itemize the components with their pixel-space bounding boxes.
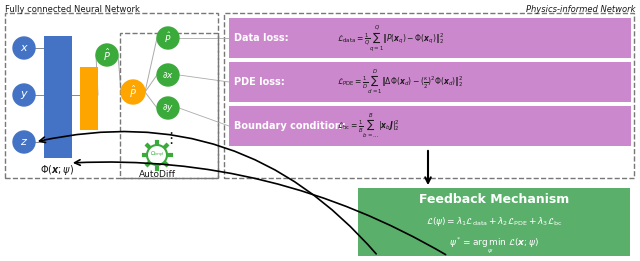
Bar — [358, 188, 630, 256]
Text: $\mathcal{L}_{\rm bc}=\frac{1}{B}\sum_{b=\ldots}^{B}|\boldsymbol{x}_b\boldsymbol: $\mathcal{L}_{\rm bc}=\frac{1}{B}\sum_{b… — [337, 112, 400, 140]
Text: $x$: $x$ — [20, 43, 28, 53]
Bar — [5, 13, 218, 178]
Circle shape — [13, 84, 35, 106]
Circle shape — [147, 145, 167, 165]
Text: $\partial y$: $\partial y$ — [162, 102, 174, 114]
Bar — [229, 106, 631, 146]
Circle shape — [121, 80, 145, 104]
Text: $y$: $y$ — [19, 89, 29, 101]
FancyArrowPatch shape — [75, 160, 445, 254]
Circle shape — [96, 44, 118, 66]
Text: $\hat{P}$: $\hat{P}$ — [129, 84, 137, 100]
Text: $\mathcal{L}_{\rm PDE}=\frac{1}{D}\sum_{d=1}^{D}\|\Delta\Phi(\boldsymbol{x}_d)-(: $\mathcal{L}_{\rm PDE}=\frac{1}{D}\sum_{… — [337, 68, 463, 96]
Text: Physics-informed Network: Physics-informed Network — [525, 5, 635, 14]
Text: $\psi^*=\underset{\psi}{\arg\min}\;\mathcal{L}(\boldsymbol{x};\psi)$: $\psi^*=\underset{\psi}{\arg\min}\;\math… — [449, 236, 539, 256]
Circle shape — [13, 37, 35, 59]
Text: AutoDiff: AutoDiff — [138, 170, 175, 179]
Bar — [44, 36, 72, 158]
Text: Boundary condition:: Boundary condition: — [234, 121, 346, 131]
Circle shape — [157, 27, 179, 49]
Text: Data loss:: Data loss: — [234, 33, 289, 43]
Text: $\vdots$: $\vdots$ — [163, 130, 173, 146]
Text: $\Phi(\boldsymbol{x};\psi)$: $\Phi(\boldsymbol{x};\psi)$ — [40, 163, 74, 177]
Text: $z$: $z$ — [20, 137, 28, 147]
Text: PDE loss:: PDE loss: — [234, 77, 285, 87]
Bar — [224, 13, 634, 178]
Circle shape — [157, 64, 179, 86]
Bar — [120, 33, 218, 178]
Text: $\hat{P}$: $\hat{P}$ — [103, 47, 111, 63]
Bar — [229, 62, 631, 102]
Text: $\hat{P}$: $\hat{P}$ — [164, 31, 172, 45]
Circle shape — [13, 131, 35, 153]
Text: $\partial x$: $\partial x$ — [162, 70, 174, 80]
FancyArrowPatch shape — [40, 132, 376, 254]
Text: Fully connected Neural Network: Fully connected Neural Network — [5, 5, 140, 14]
Text: Feedback Mechanism: Feedback Mechanism — [419, 193, 569, 206]
Text: $\Omega_{impl}$: $\Omega_{impl}$ — [150, 150, 164, 160]
Text: $\mathcal{L}(\psi)=\lambda_1\mathcal{L}_{\rm data}+\lambda_2\mathcal{L}_{\rm PDE: $\mathcal{L}(\psi)=\lambda_1\mathcal{L}_… — [426, 216, 563, 228]
Text: $\mathcal{L}_{\rm data}=\frac{1}{Q}\sum_{q=1}^{Q}\|P(\boldsymbol{x}_q)-\Phi(\bol: $\mathcal{L}_{\rm data}=\frac{1}{Q}\sum_… — [337, 23, 444, 53]
Bar — [229, 18, 631, 58]
Circle shape — [157, 97, 179, 119]
Bar — [80, 67, 98, 130]
